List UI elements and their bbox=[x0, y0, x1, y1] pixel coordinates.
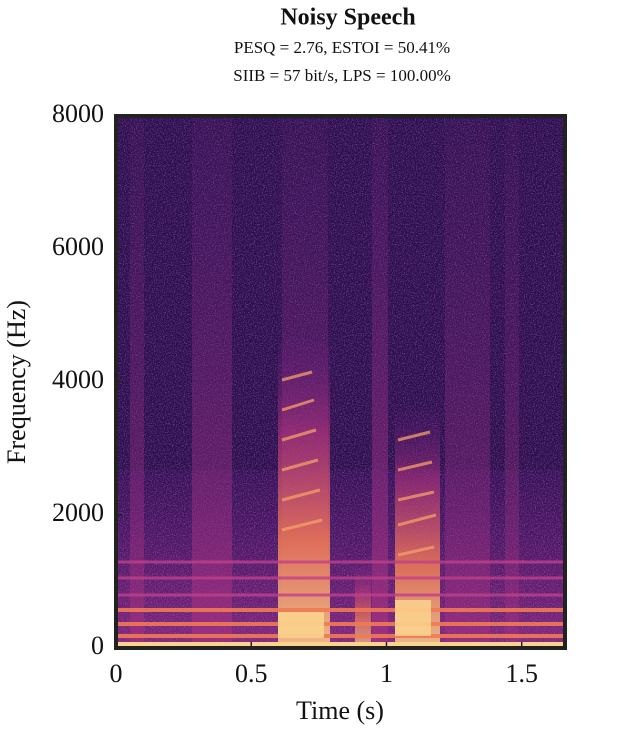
y-tick-label: 8000 bbox=[52, 99, 104, 128]
y-axis-label: Frequency (Hz) bbox=[2, 300, 31, 464]
x-axis-label: Time (s) bbox=[296, 696, 384, 725]
x-tick-label: 0.5 bbox=[235, 659, 268, 688]
y-tick-label: 2000 bbox=[52, 498, 104, 527]
chart-subtitle: PESQ = 2.76, ESTOI = 50.41% bbox=[234, 38, 450, 57]
chart-subtitle: SIIB = 57 bit/s, LPS = 100.00% bbox=[233, 66, 451, 85]
y-tick-label: 4000 bbox=[52, 365, 104, 394]
x-tick-label: 1 bbox=[380, 659, 393, 688]
chart-title: Noisy Speech bbox=[280, 5, 415, 31]
x-tick-label: 1.5 bbox=[505, 659, 538, 688]
y-tick-label: 6000 bbox=[52, 232, 104, 261]
x-tick-label: 0 bbox=[110, 659, 123, 688]
y-tick-label: 0 bbox=[91, 631, 104, 660]
spectrogram-image bbox=[116, 116, 565, 648]
